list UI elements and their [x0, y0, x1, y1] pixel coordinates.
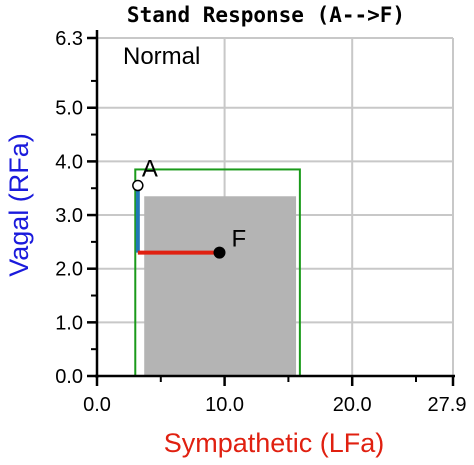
y-tick-label: 4.0 [55, 151, 83, 173]
x-axis-ticks: 0.0 10.0 20.0 27.9 [83, 376, 466, 416]
x-tick-label: 27.9 [428, 394, 467, 416]
normal-annotation: Normal [123, 43, 200, 70]
y-tick-label: 5.0 [55, 98, 83, 120]
point-label-a: A [142, 156, 158, 183]
plot-frame [95, 30, 455, 378]
x-tick-label: 0.0 [83, 394, 111, 416]
point-a [132, 179, 144, 192]
y-axis-ticks: 0.0 1.0 2.0 3.0 4.0 5.0 6.3 [55, 28, 97, 388]
y-tick-label: 3.0 [55, 205, 83, 227]
normal-range-boxes [134, 168, 301, 377]
data-points: AF [132, 156, 246, 259]
chart-title: Stand Response (A-->F) [127, 3, 405, 27]
response-segments [135, 185, 220, 255]
normal-box-filled [144, 196, 297, 376]
point-label-f: F [231, 226, 246, 253]
y-axis-label: Vagal (RFa) [4, 133, 34, 277]
x-tick-label: 10.0 [205, 394, 244, 416]
y-tick-label: 0.0 [55, 366, 83, 388]
x-axis-label: Sympathetic (LFa) [164, 428, 385, 458]
y-tick-label: 6.3 [55, 28, 83, 50]
x-tick-label: 20.0 [333, 394, 372, 416]
y-tick-label: 1.0 [55, 312, 83, 334]
point-f [213, 246, 226, 259]
y-tick-label: 2.0 [55, 259, 83, 281]
